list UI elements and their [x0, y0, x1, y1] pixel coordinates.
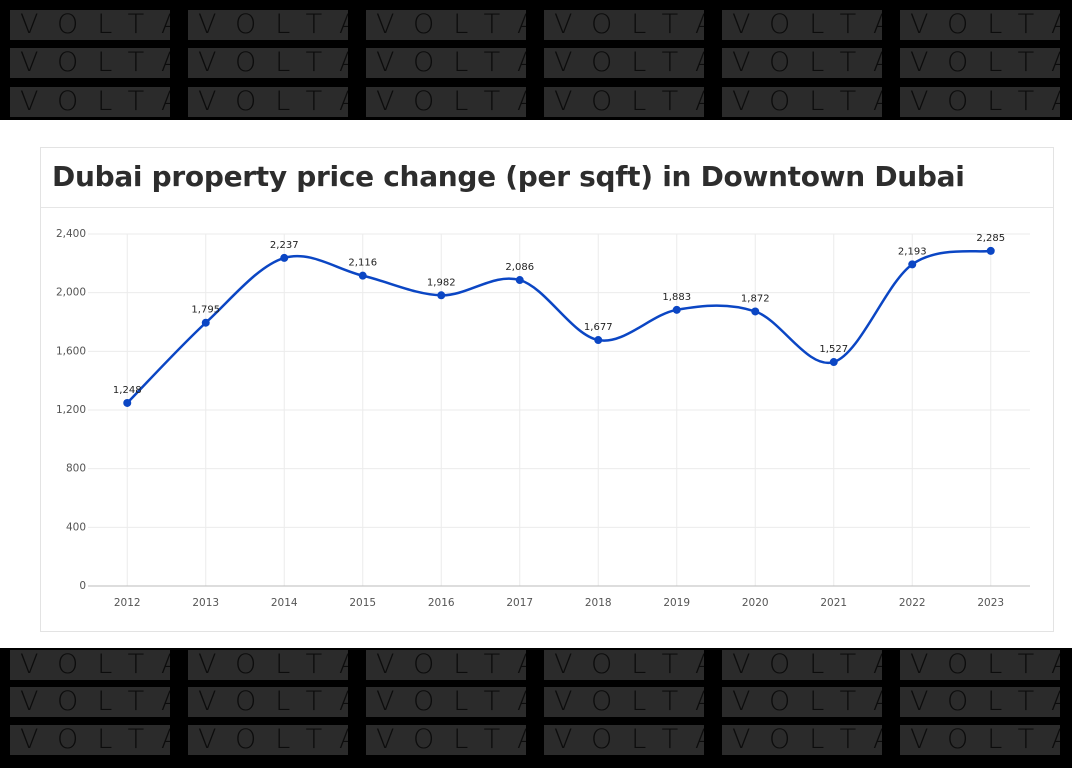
x-tick-label: 2013	[192, 597, 219, 609]
watermark-tile: VOLTA	[544, 687, 704, 717]
watermark-tile: VOLTA	[366, 48, 526, 78]
brand-banner: VOLTA VOLTA VOLTA VOLTA VOLTA VOLTA VOLTA VOLTA…	[0, 0, 1072, 120]
point	[515, 276, 524, 285]
watermark-tile: VOLTA	[544, 48, 704, 78]
watermark-tile: VOLTA	[188, 650, 348, 680]
value-label: 1,982	[427, 277, 456, 288]
watermark-tile: VOLTA	[722, 10, 882, 40]
point	[280, 253, 289, 262]
y-tick-label: 2,400	[56, 228, 86, 240]
value-label: 2,086	[505, 262, 534, 273]
watermark-tile: VOLTA	[900, 87, 1060, 117]
watermark-tile: VOLTA	[900, 650, 1060, 680]
watermark-tile: VOLTA	[366, 725, 526, 755]
watermark-tile: VOLTA	[366, 687, 526, 717]
y-tick-label: 1,600	[56, 345, 86, 357]
point	[672, 305, 681, 314]
x-tick-label: 2020	[742, 597, 769, 609]
x-tick-label: 2014	[271, 597, 298, 609]
point	[594, 336, 603, 345]
x-tick-label: 2017	[506, 597, 533, 609]
point	[829, 358, 838, 367]
y-tick-label: 1,200	[56, 404, 86, 416]
y-tick-label: 0	[79, 580, 86, 592]
brand-banner: VOLTA VOLTA VOLTA VOLTA VOLTA VOLTA VOLTA VOLTA…	[0, 648, 1072, 768]
x-tick-label: 2022	[899, 597, 926, 609]
x-tick-label: 2018	[585, 597, 612, 609]
value-label: 1,248	[113, 385, 142, 396]
chart-card: Dubai property price change (per sqft) i…	[40, 147, 1054, 632]
watermark-tile: VOLTA	[900, 10, 1060, 40]
watermark-tile: VOLTA	[900, 725, 1060, 755]
point	[986, 246, 995, 255]
watermark-tile: VOLTA	[188, 687, 348, 717]
watermark-tile: VOLTA	[10, 687, 170, 717]
value-label: 2,285	[976, 233, 1005, 244]
x-tick-label: 2021	[820, 597, 847, 609]
watermark-tile: VOLTA	[900, 48, 1060, 78]
line	[126, 249, 991, 404]
watermark-tile: VOLTA	[188, 10, 348, 40]
watermark-tile: VOLTA	[722, 725, 882, 755]
watermark-tile: VOLTA	[366, 87, 526, 117]
point	[751, 307, 760, 316]
watermark-tile: VOLTA	[722, 87, 882, 117]
watermark-tile: VOLTA	[722, 48, 882, 78]
point	[123, 398, 132, 407]
watermark-tile: VOLTA	[366, 650, 526, 680]
x-tick-label: 2012	[114, 597, 141, 609]
watermark-tile: VOLTA	[10, 650, 170, 680]
y-tick-label: 800	[66, 463, 86, 475]
point	[437, 291, 446, 300]
watermark-tile: VOLTA	[10, 87, 170, 117]
point	[201, 318, 210, 327]
watermark-tile: VOLTA	[544, 87, 704, 117]
value-label: 2,237	[270, 240, 299, 251]
y-tick-label: 2,000	[56, 287, 86, 299]
point	[358, 271, 367, 280]
value-label: 1,872	[741, 293, 770, 304]
value-label: 1,527	[819, 344, 848, 355]
watermark-tile: VOLTA	[188, 725, 348, 755]
value-label: 1,883	[662, 292, 691, 303]
watermark-tile: VOLTA	[188, 87, 348, 117]
watermark-tile: VOLTA	[544, 10, 704, 40]
watermark-tile: VOLTA	[10, 10, 170, 40]
value-label: 2,193	[898, 246, 927, 257]
x-tick-label: 2016	[428, 597, 455, 609]
y-tick-label: 400	[66, 521, 86, 533]
chart-title: Dubai property price change (per sqft) i…	[52, 160, 965, 193]
watermark-tile: VOLTA	[722, 650, 882, 680]
watermark-tile: VOLTA	[188, 48, 348, 78]
value-label: 1,795	[191, 305, 220, 316]
x-tick-label: 2015	[349, 597, 376, 609]
watermark-tile: VOLTA	[10, 48, 170, 78]
watermark-tile: VOLTA	[544, 650, 704, 680]
watermark-tile: VOLTA	[900, 687, 1060, 717]
x-tick-label: 2019	[663, 597, 690, 609]
watermark-tile: VOLTA	[366, 10, 526, 40]
x-tick-label: 2023	[977, 597, 1004, 609]
watermark-tile: VOLTA	[10, 725, 170, 755]
point	[908, 260, 917, 269]
value-label: 1,677	[584, 322, 613, 333]
watermark-tile: VOLTA	[722, 687, 882, 717]
watermark-tile: VOLTA	[544, 725, 704, 755]
value-label: 2,116	[348, 258, 377, 269]
divider	[41, 207, 1053, 208]
